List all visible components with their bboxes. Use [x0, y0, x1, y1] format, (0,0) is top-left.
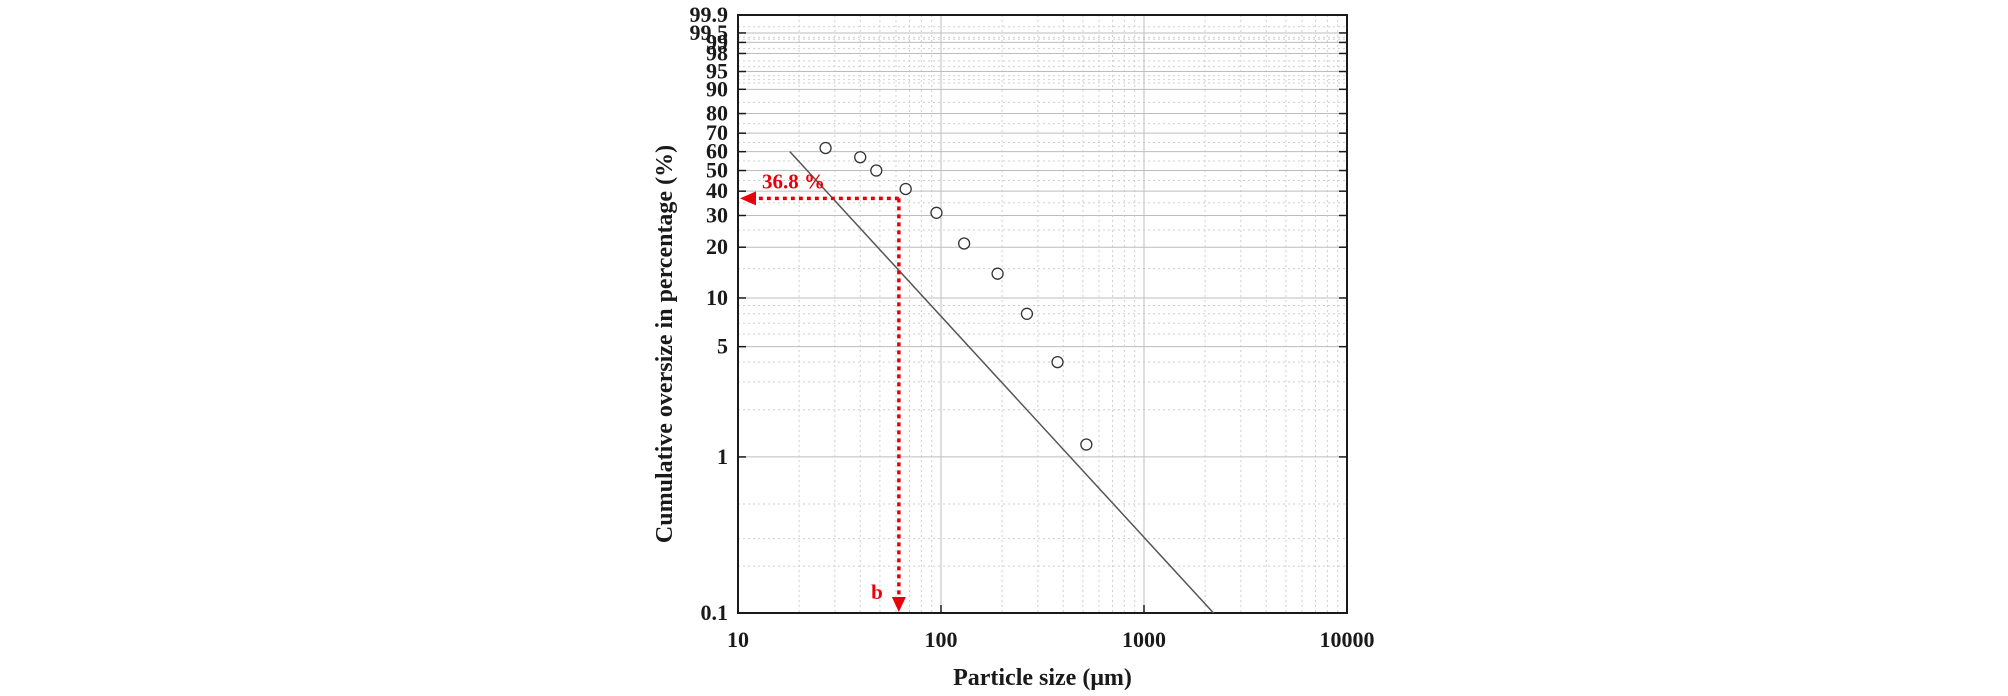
y-axis-title: Cumulative oversize in percentage (%) [652, 145, 678, 543]
y-tick-label: 50 [706, 158, 728, 183]
y-tick-label: 40 [706, 178, 728, 203]
data-point [1020, 307, 1034, 320]
x-tick-label: 1000 [1122, 627, 1166, 652]
y-tick-label: 0.1 [701, 600, 729, 625]
y-tick-label: 60 [706, 139, 728, 164]
y-tick-label: 5 [717, 334, 728, 359]
data-point [1080, 438, 1093, 451]
y-tick-label: 10 [706, 285, 728, 310]
data-points [819, 141, 1093, 451]
data-point [819, 141, 832, 155]
data-point [899, 182, 912, 196]
y-tick-label: 99 [706, 29, 728, 54]
data-point [870, 164, 883, 177]
x-tick-label: 10000 [1320, 627, 1375, 652]
x-axis-title: Particle size (μm) [953, 665, 1132, 691]
x-tick-labels: 10 100 1000 10000 [727, 627, 1375, 652]
y-tick-label: 90 [706, 76, 728, 101]
data-point [957, 237, 971, 250]
x-tick-label: 10 [727, 627, 749, 652]
y-tick-label: 80 [706, 101, 728, 126]
left-arrow-head [740, 191, 756, 206]
data-point [930, 206, 943, 219]
y-tick-label: 70 [706, 120, 728, 145]
data-point [991, 267, 1004, 280]
y-tick-label: 1 [717, 444, 728, 469]
y-tick-label: 95 [706, 59, 728, 84]
annotation-percent: 36.8 % [762, 169, 825, 193]
annotations: 36.8 % b [740, 169, 906, 612]
data-point [1051, 355, 1064, 369]
plot-frame [737, 14, 1348, 614]
x-tick-label: 100 [925, 627, 958, 652]
minor-grid [738, 15, 1347, 613]
data-point [854, 151, 867, 164]
y-tick-label: 98 [706, 40, 728, 65]
y-tick-label: 30 [706, 202, 728, 227]
annotation-b: b [871, 580, 883, 604]
fit-line [789, 151, 1215, 614]
y-tick-label: 99.5 [690, 20, 729, 45]
y-tick-label: 99.9 [690, 2, 729, 27]
down-arrow-head [891, 597, 906, 612]
y-tick-label: 20 [706, 234, 728, 259]
